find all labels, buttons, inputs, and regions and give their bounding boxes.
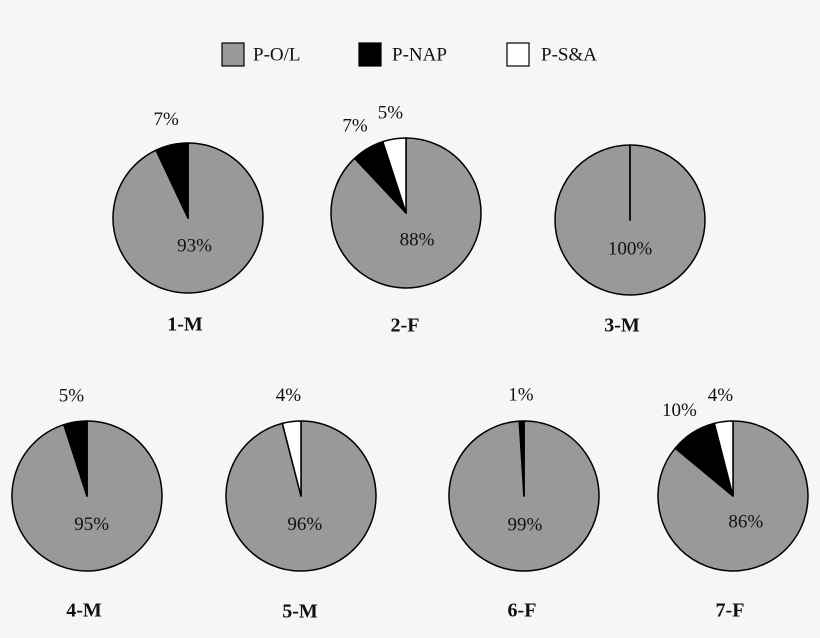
value-label: 88%: [400, 229, 435, 250]
value-label: 95%: [74, 514, 109, 535]
value-label: 10%: [662, 400, 697, 421]
pie-slice: [382, 137, 407, 214]
value-label: 5%: [59, 386, 85, 407]
pie-title: 3-M: [604, 315, 640, 337]
value-label: 7%: [342, 115, 368, 136]
pie-slice: [281, 420, 302, 497]
value-label: 93%: [177, 236, 212, 257]
legend-swatch: [358, 42, 382, 67]
value-label: 4%: [276, 385, 302, 406]
pie-title: 6-F: [508, 600, 537, 622]
value-label: 96%: [287, 514, 322, 535]
value-label: 100%: [608, 238, 653, 259]
value-label: 1%: [508, 384, 534, 405]
legend-label: P-S&A: [541, 44, 597, 65]
legend-label: P-O/L: [253, 44, 301, 65]
pie-title: 2-F: [391, 315, 420, 337]
pie-title: 4-M: [66, 600, 102, 622]
legend-label: P-NAP: [392, 44, 447, 65]
value-label: 99%: [508, 514, 543, 535]
value-label: 86%: [728, 512, 763, 533]
pie-title: 1-M: [167, 314, 203, 336]
pie-title: 7-F: [716, 600, 745, 622]
value-label: 7%: [154, 109, 180, 130]
legend-swatch: [221, 42, 245, 67]
pie-title: 5-M: [282, 601, 318, 623]
pie-slice: [713, 420, 734, 497]
legend-swatch: [506, 42, 530, 67]
value-label: 5%: [378, 103, 404, 124]
value-label: 4%: [708, 385, 734, 406]
